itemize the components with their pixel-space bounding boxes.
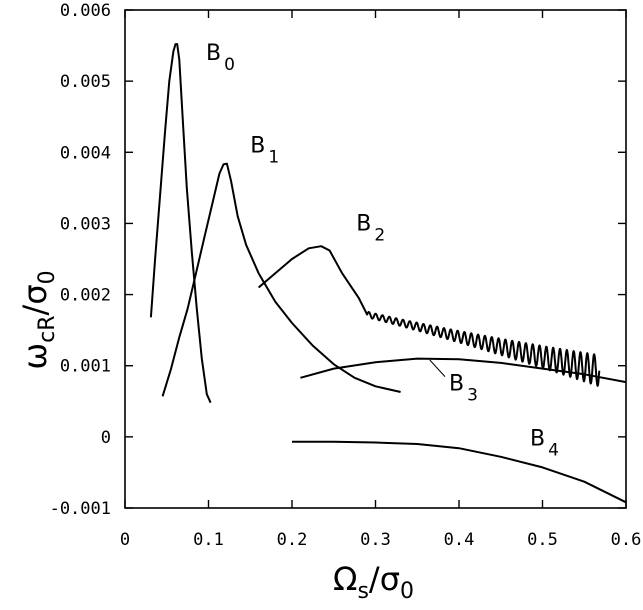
series-line-b4 xyxy=(292,440,627,504)
series-line-b2 xyxy=(257,245,601,387)
series-label-main: B xyxy=(356,212,371,237)
series-label-sub: 2 xyxy=(374,226,385,246)
series-line-b3 xyxy=(300,357,627,384)
series-label-main: B xyxy=(449,372,464,397)
y-label-sep: / xyxy=(16,304,54,315)
series-label-main: B xyxy=(530,426,545,451)
y-tick-label: 0.001 xyxy=(60,357,111,377)
annotation-pointer xyxy=(429,359,446,377)
y-ticks: -0.001 0 0.001 0.002 0.003 0.004 0.005 0.006 xyxy=(50,1,626,519)
x-tick-label: 0.6 xyxy=(611,530,642,550)
x-label-sub: s xyxy=(357,579,368,604)
annotations: B 0B 1B 2B 3B 4 xyxy=(206,41,559,461)
x-axis-label: Ωs/σ0 xyxy=(333,560,414,604)
series-line-b1 xyxy=(161,162,401,397)
x-ticks: 0 0.1 0.2 0.3 0.4 0.5 0.6 xyxy=(120,10,641,550)
y-tick-label: -0.001 xyxy=(50,499,111,519)
y-tick-label: 0.005 xyxy=(60,72,111,92)
series-label-main: B xyxy=(206,41,221,66)
x-tick-label: 0 xyxy=(120,530,130,550)
y-axis-label: ωcR/σ0 xyxy=(16,270,60,369)
x-tick-label: 0.2 xyxy=(277,530,308,550)
x-label-den-sub: 0 xyxy=(400,579,414,604)
series-label-sub: 0 xyxy=(224,55,235,75)
series-label-sub: 3 xyxy=(467,386,478,406)
y-label-main: ω xyxy=(16,343,54,370)
y-label-sub: cR xyxy=(35,315,60,342)
x-label-sep: / xyxy=(369,560,380,598)
x-tick-label: 0.1 xyxy=(193,530,224,550)
x-tick-label: 0.3 xyxy=(360,530,391,550)
series-label-sub: 1 xyxy=(268,147,279,167)
series-line-b0 xyxy=(149,43,212,404)
series-label-main: B xyxy=(250,133,265,158)
y-tick-label: 0.002 xyxy=(60,286,111,306)
x-tick-label: 0.4 xyxy=(444,530,475,550)
y-tick-label: 0 xyxy=(101,428,111,448)
y-tick-label: 0.003 xyxy=(60,214,111,234)
y-label-den: σ xyxy=(16,284,54,304)
series-label-sub: 4 xyxy=(548,440,559,460)
y-label-den-sub: 0 xyxy=(35,270,60,284)
y-tick-label: 0.004 xyxy=(60,143,111,163)
x-label-main: Ω xyxy=(333,560,357,598)
x-label-den: σ xyxy=(380,560,400,598)
y-tick-label: 0.006 xyxy=(60,1,111,21)
x-tick-label: 0.5 xyxy=(527,530,558,550)
y-axis-label-group: ωcR/σ0 xyxy=(16,270,60,369)
series-group xyxy=(149,43,627,504)
